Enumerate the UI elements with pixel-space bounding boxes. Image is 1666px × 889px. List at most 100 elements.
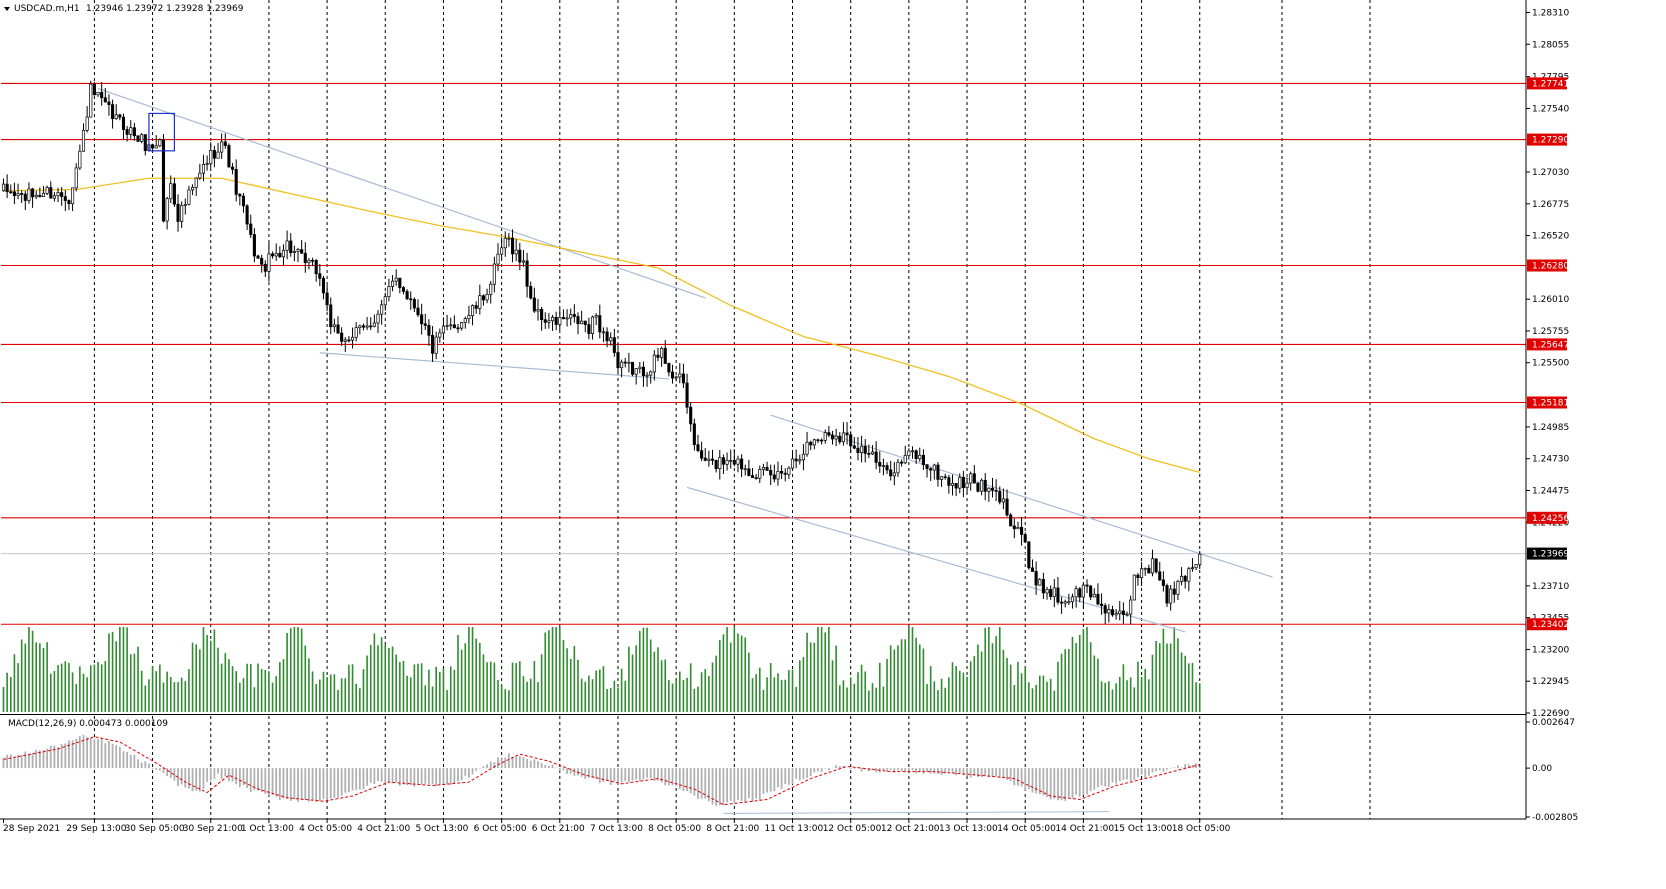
candle-body — [1052, 587, 1056, 597]
candle-body — [510, 237, 515, 255]
candle-body — [165, 198, 169, 222]
candle-body — [616, 352, 620, 369]
candle-body — [834, 435, 838, 440]
candle-body — [307, 259, 311, 264]
candle-body — [689, 406, 693, 425]
candle-body — [750, 475, 755, 478]
candle-body — [1074, 588, 1078, 598]
candle-body — [361, 325, 366, 328]
level-price-badge — [1527, 259, 1567, 272]
candle-body — [532, 297, 536, 312]
time-tick-label: 30 Sep 21:00 — [183, 824, 243, 834]
candle-body — [874, 451, 878, 463]
candle-body — [227, 145, 231, 168]
candle-body — [1121, 610, 1125, 616]
candle-body — [245, 205, 249, 225]
candle-body — [576, 316, 580, 325]
candle-body — [125, 129, 129, 135]
candle-body — [943, 476, 947, 479]
candle-body — [205, 163, 209, 165]
candle-body — [965, 482, 969, 488]
candle-body — [387, 286, 391, 298]
candle-body — [678, 373, 682, 378]
candle-body — [238, 193, 242, 197]
candle-body — [623, 361, 627, 364]
candle-body — [358, 325, 362, 329]
macd-tick-label: 0.00 — [1532, 764, 1552, 774]
time-tick-label: 28 Sep 2021 — [3, 824, 60, 834]
horizontal-levels[interactable] — [1, 82, 1526, 625]
candle-body — [681, 373, 685, 384]
candle-body — [52, 195, 56, 199]
price-tick-label: 1.22690 — [1532, 709, 1569, 719]
candle-body — [1103, 605, 1107, 614]
candle-body — [60, 192, 64, 197]
candle-body — [1114, 613, 1118, 616]
candle-body — [300, 249, 304, 254]
candle-body — [929, 468, 933, 471]
candle-body — [881, 465, 885, 467]
candle-body — [347, 339, 351, 342]
candle-body — [63, 196, 67, 201]
candle-body — [990, 487, 995, 491]
candle-body — [329, 304, 333, 328]
level-price-badge — [1527, 618, 1567, 631]
candle-body — [518, 249, 522, 263]
candle-body — [870, 451, 875, 455]
price-tick-label: 1.24475 — [1532, 486, 1569, 496]
candle-body — [1169, 588, 1173, 604]
level-price-label: 1.24256 — [1532, 514, 1569, 524]
chevron-down-icon[interactable] — [4, 7, 10, 11]
candle-body — [391, 280, 395, 287]
candle-body — [900, 461, 904, 464]
candle-body — [700, 450, 704, 459]
candle-body — [45, 187, 49, 194]
candle-body — [111, 104, 115, 120]
candle-body — [889, 469, 893, 477]
candle-body — [940, 476, 944, 480]
candle-body — [158, 139, 162, 147]
candle-body — [896, 461, 900, 474]
candle-body — [452, 324, 456, 329]
candle-body — [503, 237, 507, 249]
candle-body — [580, 320, 584, 325]
selection-box[interactable] — [148, 112, 175, 152]
candle-body — [805, 441, 809, 455]
candle-body — [23, 193, 27, 201]
level-price-label: 1.26280 — [1532, 262, 1569, 272]
candle-body — [49, 187, 53, 199]
candle-body — [456, 327, 460, 330]
candle-body — [169, 183, 173, 200]
candle-body — [947, 477, 951, 486]
candle-body — [776, 471, 780, 480]
candle-body — [663, 347, 667, 364]
candle-body — [667, 363, 671, 373]
candle-body — [790, 458, 795, 469]
candle-body — [740, 458, 744, 470]
candle-body — [547, 320, 551, 323]
time-tick-label: 30 Sep 05:00 — [125, 824, 185, 834]
candle-body — [409, 298, 413, 301]
time-tick-label: 15 Oct 13:00 — [1114, 824, 1173, 834]
candle-body — [201, 164, 206, 174]
candle-body — [1165, 585, 1169, 604]
candle-body — [718, 457, 722, 470]
candle-body — [721, 457, 725, 465]
candle-body — [558, 317, 562, 325]
candle-body — [427, 325, 431, 336]
candle-body — [830, 434, 835, 440]
candle-body — [485, 294, 489, 301]
candle-body — [1020, 526, 1024, 535]
candle-body — [376, 313, 380, 324]
candle-body — [172, 183, 176, 205]
candle-body — [954, 483, 958, 489]
candle-body — [1045, 589, 1049, 594]
candle-body — [670, 371, 675, 379]
candle-body — [641, 366, 645, 377]
candle-body — [1125, 613, 1129, 616]
candle-body — [263, 263, 267, 272]
candle-body — [783, 472, 787, 475]
candle-body — [605, 331, 609, 342]
